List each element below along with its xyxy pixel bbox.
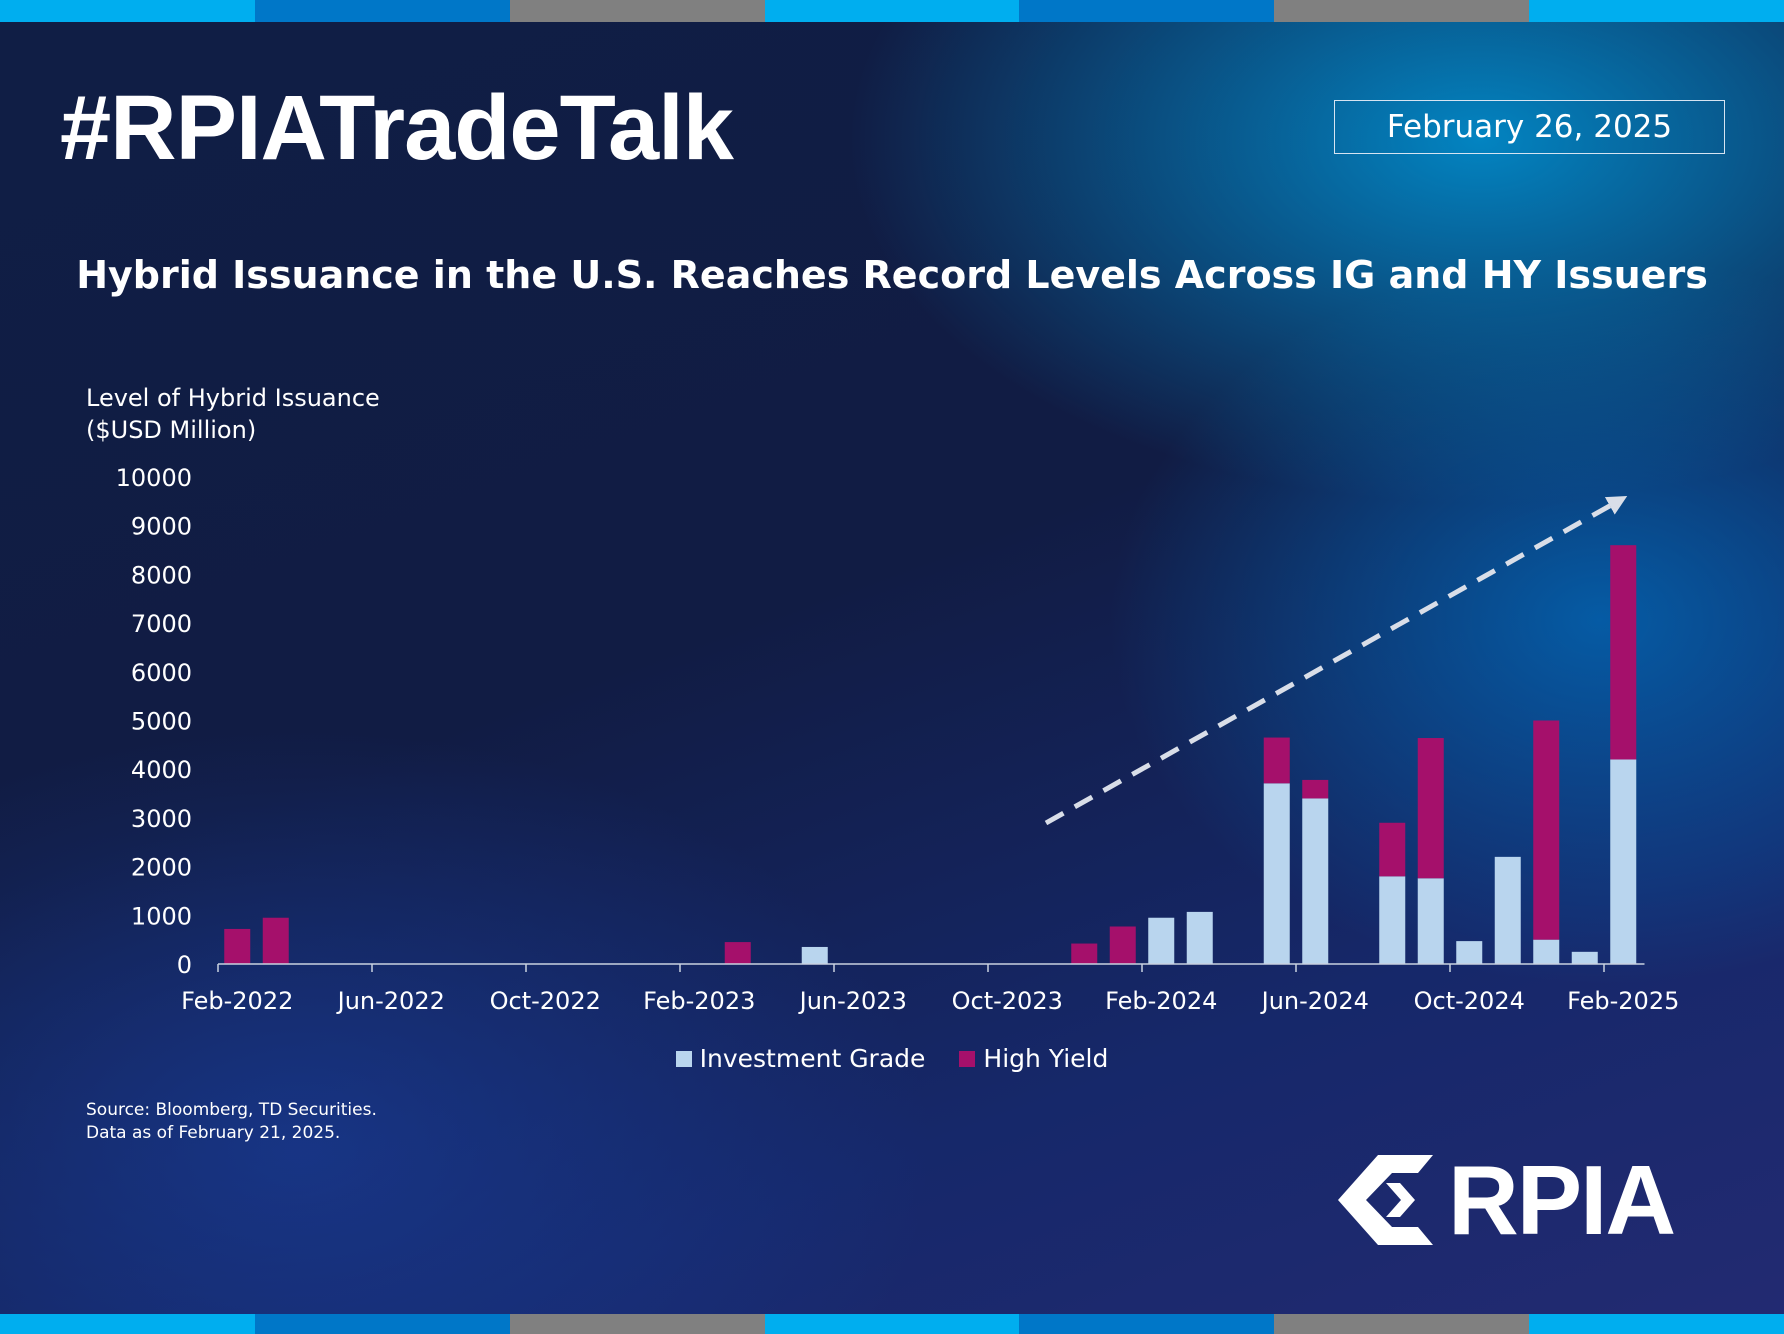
bar-investment-grade [1186,911,1213,964]
stripe-segment [764,0,1020,22]
y-axis-label-line2: ($USD Million) [86,416,257,444]
bar-high-yield [1263,737,1290,784]
x-tick-label: Oct-2022 [490,987,601,1015]
y-tick-label: 3000 [131,805,192,833]
bar-investment-grade [1494,856,1521,964]
hashtag-title: #RPIATradeTalk [60,77,734,179]
legend-item-investment-grade: Investment Grade [675,1044,926,1073]
legend-item-high-yield: High Yield [959,1044,1108,1073]
bar-high-yield [1417,738,1444,879]
y-tick-label: 7000 [131,610,192,638]
bar-high-yield [1109,926,1136,964]
legend-swatch-high-yield [959,1050,976,1067]
bar-investment-grade [801,946,828,964]
stripe-segment [1019,0,1275,22]
x-tick-label: Oct-2024 [1414,987,1525,1015]
bar-investment-grade [1417,878,1444,964]
chart-legend: Investment Grade High Yield [0,1044,1784,1073]
top-color-stripe [0,0,1784,22]
y-tick-label: 8000 [131,561,192,589]
y-tick-label: 2000 [131,854,192,882]
source-note: Source: Bloomberg, TD Securities. Data a… [86,1099,377,1145]
bar-investment-grade [1302,798,1329,964]
y-tick-label: 5000 [131,708,192,736]
bar-investment-grade [1533,939,1560,964]
y-tick-label: 1000 [131,902,192,930]
rpia-logo-text: RPIA [1448,1150,1674,1250]
stripe-segment [1529,0,1784,22]
legend-label-investment-grade: Investment Grade [699,1044,926,1073]
stripe-segment [1274,0,1530,22]
bar-investment-grade [1263,783,1290,964]
stripe-segment [509,1314,765,1334]
date-badge: February 26, 2025 [1334,100,1725,154]
rpia-logo: RPIA [1338,1150,1676,1250]
bar-investment-grade [1571,951,1598,964]
stripe-segment [1019,1314,1275,1334]
legend-label-high-yield: High Yield [983,1044,1109,1073]
y-tick-label: 6000 [131,659,192,687]
bar-investment-grade [1379,876,1406,964]
y-tick-label: 10000 [116,464,192,492]
bar-high-yield [1071,943,1098,964]
x-axis: Feb-2022 Jun-2022 Oct-2022 Feb-2023 Jun-2023… [181,963,1679,1015]
x-tick-label: Feb-2022 [181,987,293,1015]
bar-high-yield [262,917,289,964]
stripe-segment [0,1314,255,1334]
bar-high-yield [224,928,251,964]
bar-investment-grade [1610,759,1637,964]
y-tick-label: 9000 [131,513,192,541]
stripe-segment [254,1314,510,1334]
x-tick-label: Feb-2024 [1105,987,1217,1015]
bar-chart: 0 1000 2000 3000 4000 5000 6000 7000 8000 9000 100… [116,464,1680,1015]
source-line: Source: Bloomberg, TD Securities. [86,1100,377,1120]
bar-high-yield [724,942,751,964]
legend-swatch-investment-grade [675,1050,692,1067]
stripe-segment [1274,1314,1530,1334]
stripe-segment [509,0,765,22]
data-date-line: Data as of February 21, 2025. [86,1123,341,1143]
x-tick-label: Oct-2023 [952,987,1063,1015]
y-axis-label-line1: Level of Hybrid Issuance [86,384,380,412]
stripe-segment [1529,1314,1784,1334]
trend-arrow [1044,496,1628,826]
y-tick-label: 0 [177,951,192,979]
y-tick-label: 4000 [131,756,192,784]
bar-high-yield [1379,822,1406,877]
x-tick-label: Feb-2025 [1567,987,1679,1015]
bars-group [224,545,1637,964]
x-tick-label: Jun-2022 [336,987,445,1015]
y-axis-ticks: 0 1000 2000 3000 4000 5000 6000 7000 8000 9000 100… [116,464,192,979]
bottom-color-stripe [0,1314,1784,1334]
stripe-segment [764,1314,1020,1334]
x-tick-label: Feb-2023 [643,987,755,1015]
bar-investment-grade [1456,941,1483,964]
stripe-segment [0,0,255,22]
bar-high-yield [1533,720,1560,940]
bar-high-yield [1610,545,1637,760]
chart-title: Hybrid Issuance in the U.S. Reaches Reco… [76,253,1708,297]
x-tick-label: Jun-2023 [798,987,907,1015]
bar-investment-grade [1148,917,1175,964]
bar-high-yield [1302,779,1329,799]
stripe-segment [254,0,510,22]
rpia-logo-mark-icon [1338,1155,1433,1245]
x-tick-label: Jun-2024 [1260,987,1369,1015]
y-axis-label: Level of Hybrid Issuance ($USD Million) [86,382,380,446]
